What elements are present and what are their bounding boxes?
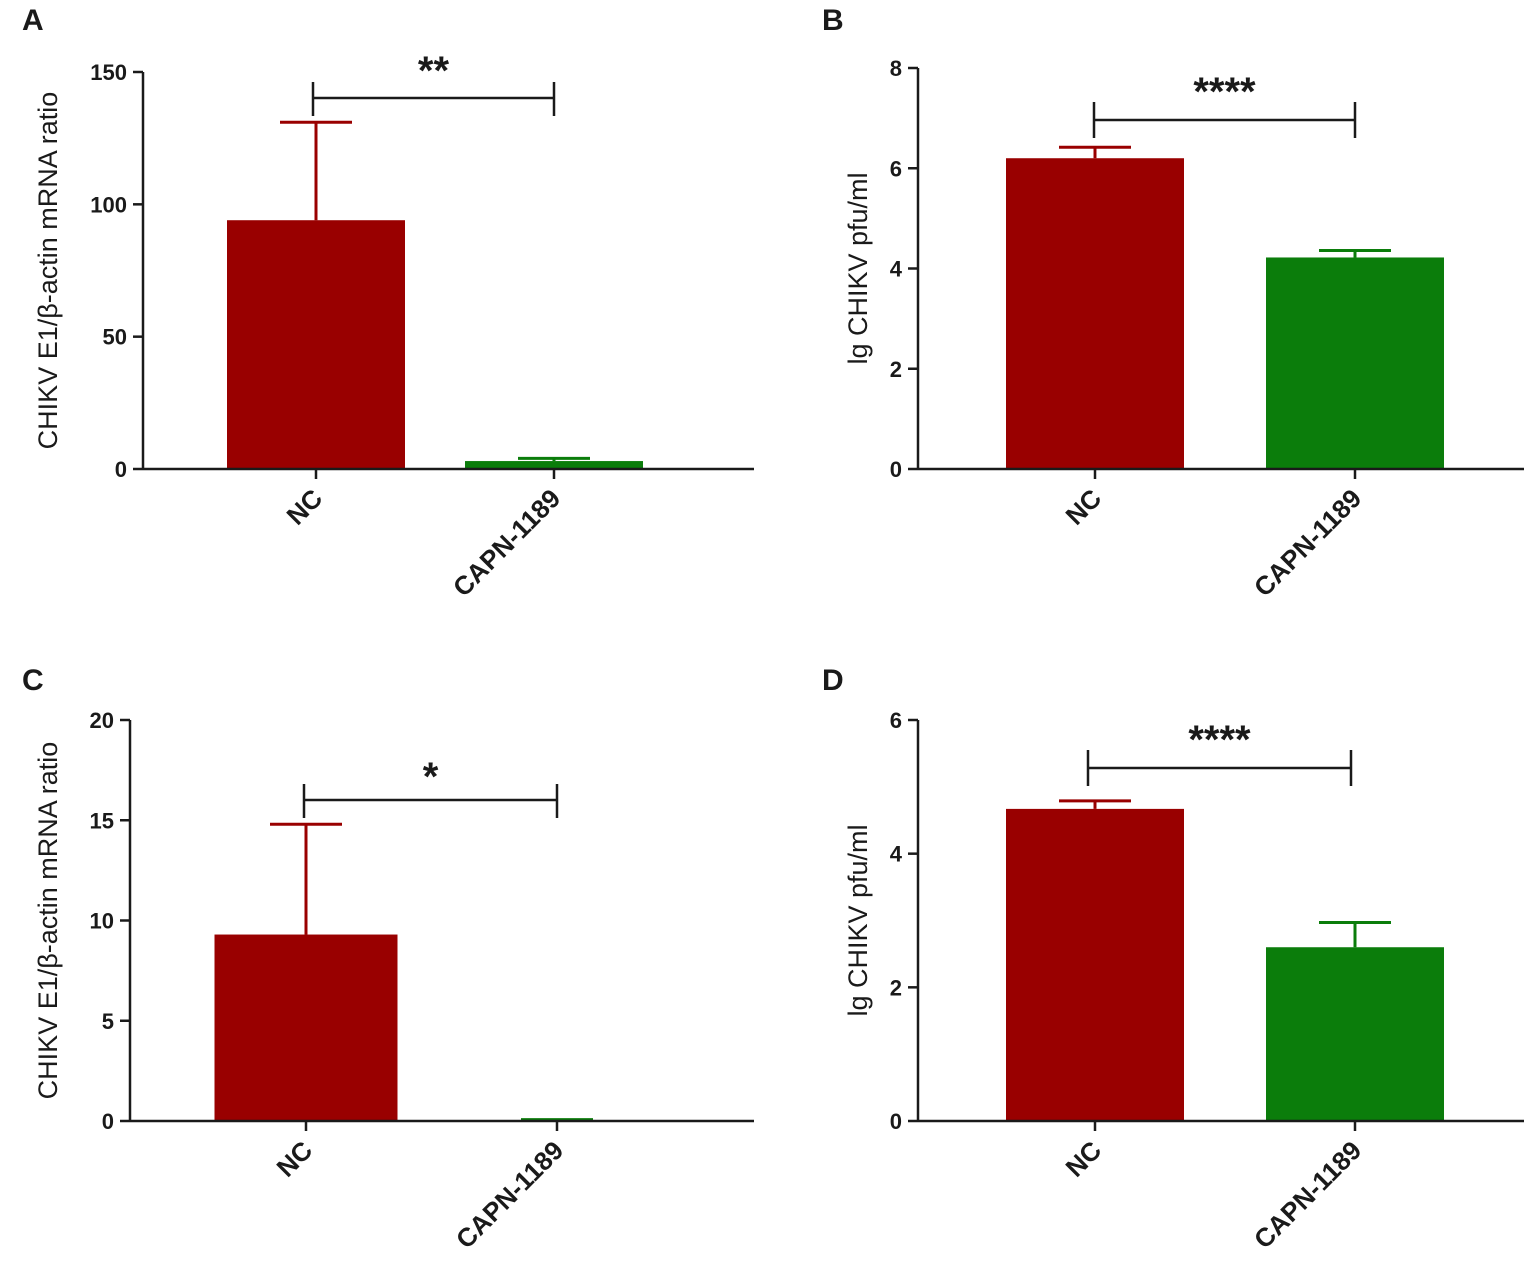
x-tick-label: NC — [1059, 483, 1107, 531]
y-tick-label: 2 — [890, 357, 902, 382]
bar-nc — [1006, 808, 1184, 1121]
y-tick-label: 10 — [90, 909, 114, 934]
significance-label: **** — [1188, 718, 1251, 762]
bar-nc — [227, 220, 405, 469]
y-tick-label: 8 — [890, 56, 902, 81]
significance-label: **** — [1193, 70, 1256, 114]
bar-capn-1189 — [1266, 257, 1444, 469]
y-tick-label: 0 — [115, 457, 127, 482]
y-tick-label: 0 — [890, 457, 902, 482]
x-tick-label: NC — [1059, 1135, 1107, 1183]
x-tick-label: NC — [280, 483, 328, 531]
chart-panel-a: A 0 50 100 150 NC CAPN-1189 CHIKV E1/β-actin mR… — [22, 4, 754, 602]
x-tick-label: NC — [270, 1135, 318, 1183]
bar-nc — [214, 934, 398, 1121]
x-tick-label: CAPN-1189 — [1248, 1135, 1367, 1254]
bar-nc — [1006, 158, 1184, 469]
y-tick-label: 6 — [890, 156, 902, 181]
significance-label: ** — [418, 49, 450, 93]
y-tick-label: 20 — [90, 708, 114, 733]
y-tick-label: 5 — [102, 1009, 114, 1034]
panel-letter: B — [822, 4, 844, 37]
y-axis-title: lg CHIKV pfu/ml — [843, 172, 873, 364]
bar-capn-1189 — [1266, 947, 1444, 1121]
bar-capn-1189 — [465, 461, 643, 469]
chart-panel-b: B 0 2 4 6 8 NC CAPN-1189 lg CHIKV pfu/ml **** — [822, 4, 1524, 602]
x-tick-label: CAPN-1189 — [1248, 483, 1367, 602]
x-tick-label: CAPN-1189 — [450, 1135, 569, 1254]
x-tick-label: CAPN-1189 — [447, 483, 566, 602]
y-tick-label: 0 — [102, 1109, 114, 1134]
y-tick-label: 6 — [890, 708, 902, 733]
y-tick-label: 15 — [90, 808, 114, 833]
chart-panel-c: C 0 5 10 15 20 NC CAPN-1189 CHIKV E1/β-actin mRN… — [22, 664, 754, 1254]
y-tick-label: 150 — [90, 60, 127, 85]
y-tick-label: 2 — [890, 975, 902, 1000]
y-tick-label: 100 — [90, 192, 127, 217]
y-tick-label: 4 — [890, 257, 903, 282]
y-axis-title: CHIKV E1/β-actin mRNA ratio — [33, 742, 63, 1100]
y-tick-label: 50 — [103, 325, 127, 350]
y-axis-title: lg CHIKV pfu/ml — [843, 824, 873, 1016]
panel-letter: A — [22, 4, 44, 37]
chart-panel-d: D 0 2 4 6 NC CAPN-1189 lg CHIKV pfu/ml **** — [822, 664, 1524, 1254]
y-tick-label: 4 — [890, 842, 903, 867]
y-tick-label: 0 — [890, 1109, 902, 1134]
significance-label: * — [423, 755, 439, 799]
panel-letter: D — [822, 664, 844, 697]
panel-letter: C — [22, 664, 44, 697]
y-axis-title: CHIKV E1/β-actin mRNA ratio — [33, 92, 63, 450]
